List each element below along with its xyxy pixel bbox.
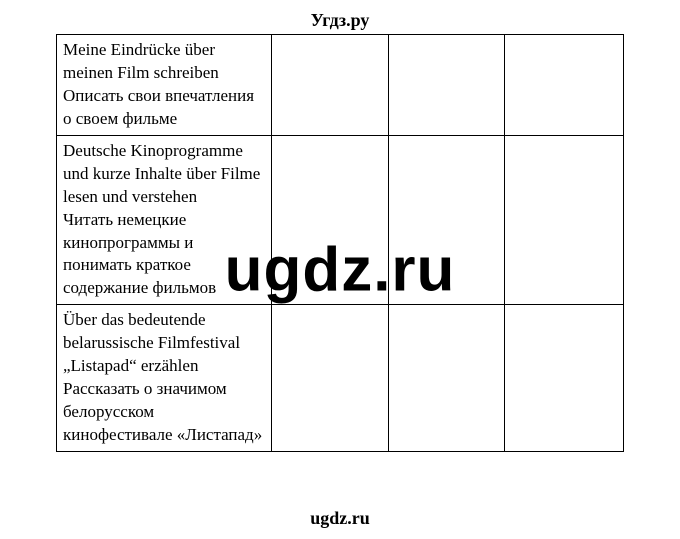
page-footer: ugdz.ru	[0, 500, 680, 537]
table-row: Meine Eindrücke über meinen Film schreib…	[57, 35, 624, 136]
table-cell	[504, 135, 623, 305]
table-row: Deutsche Kinoprogramme und kurze Inhalte…	[57, 135, 624, 305]
table-cell: Deutsche Kinoprogramme und kurze Inhalte…	[57, 135, 272, 305]
table-cell	[388, 135, 504, 305]
table-row: Über das bedeutende belarussische Filmfe…	[57, 305, 624, 452]
table-cell	[504, 305, 623, 452]
header-text: Угдз.ру	[311, 10, 370, 30]
table-container: Meine Eindrücke über meinen Film schreib…	[56, 34, 624, 452]
table-cell	[272, 135, 388, 305]
table-cell: Meine Eindrücke über meinen Film schreib…	[57, 35, 272, 136]
table-cell	[388, 35, 504, 136]
table-cell	[272, 305, 388, 452]
table-cell	[504, 35, 623, 136]
table-cell	[272, 35, 388, 136]
footer-text: ugdz.ru	[310, 508, 370, 528]
content-table: Meine Eindrücke über meinen Film schreib…	[56, 34, 624, 452]
table-cell: Über das bedeutende belarussische Filmfe…	[57, 305, 272, 452]
table-cell	[388, 305, 504, 452]
